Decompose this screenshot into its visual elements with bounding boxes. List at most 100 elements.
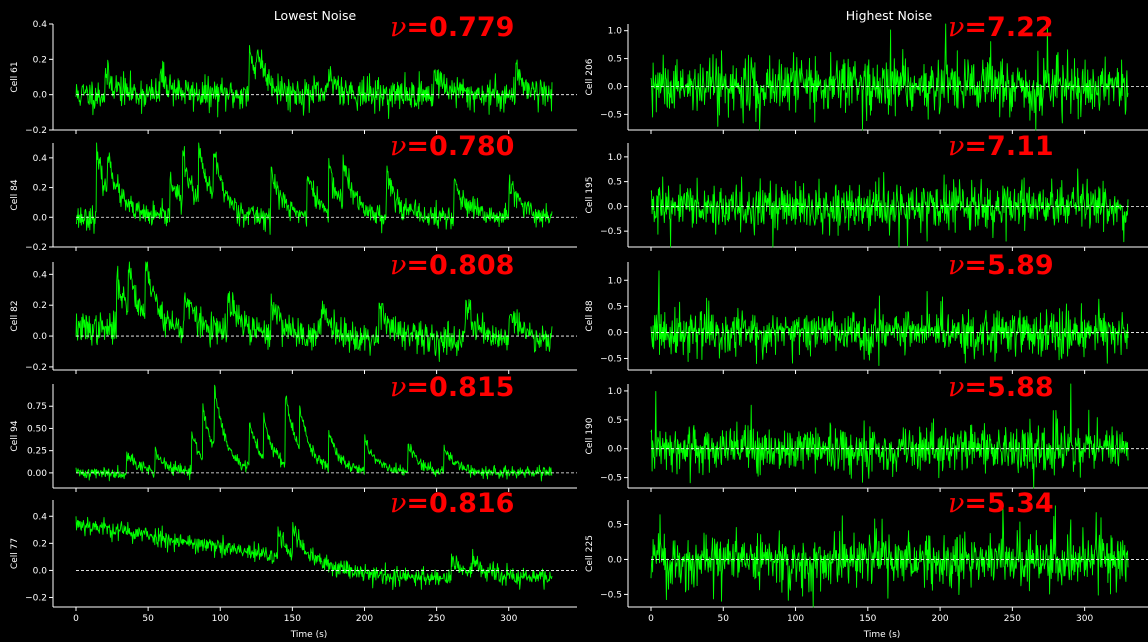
trace-line bbox=[75, 261, 553, 362]
column-lowest-noise: Lowest Noise −0.2 0.0 0.2 0.4 Cell 61 ν=0.779 −… bbox=[10, 8, 577, 640]
y-tick-label: −0.5 bbox=[600, 355, 622, 365]
y-axis-label: Cell 225 bbox=[585, 535, 595, 572]
y-tick-label: 0.0 bbox=[33, 91, 48, 101]
nu-symbol: ν bbox=[948, 488, 964, 519]
x-tick-label: 250 bbox=[1004, 614, 1021, 624]
y-tick-label: 0.0 bbox=[33, 566, 48, 576]
x-tick-label: 200 bbox=[356, 614, 373, 624]
nu-value: =0.780 bbox=[406, 131, 514, 162]
noise-value-label: ν=7.11 bbox=[948, 131, 1054, 162]
y-tick-label: 0.0 bbox=[608, 555, 623, 565]
x-tick-label: 300 bbox=[500, 614, 517, 624]
y-tick-label: 0.0 bbox=[33, 213, 48, 223]
y-tick-label: 0.5 bbox=[608, 520, 622, 530]
y-tick-label: 0.0 bbox=[608, 82, 623, 92]
trace-line bbox=[650, 270, 1129, 366]
noise-value-label: ν=0.816 bbox=[390, 488, 514, 519]
trace-line bbox=[75, 44, 553, 119]
y-tick-label: 0.50 bbox=[27, 424, 47, 434]
nu-symbol: ν bbox=[948, 12, 964, 43]
y-tick-label: 1.0 bbox=[608, 153, 623, 163]
noise-value-label: ν=5.89 bbox=[948, 250, 1054, 281]
nu-value: =0.816 bbox=[406, 488, 514, 519]
panel-cell-195: −0.5 0.0 0.5 1.0 Cell 195 ν=7.11 bbox=[585, 131, 1148, 251]
x-tick-label: 150 bbox=[859, 614, 876, 624]
nu-symbol: ν bbox=[390, 131, 406, 162]
y-tick-label: 0.2 bbox=[33, 55, 47, 65]
x-tick-label: 50 bbox=[142, 614, 154, 624]
nu-value: =5.88 bbox=[964, 372, 1053, 403]
x-tick-label: 250 bbox=[428, 614, 445, 624]
y-tick-label: −0.5 bbox=[600, 110, 622, 120]
x-tick-label: 300 bbox=[1076, 614, 1093, 624]
x-tick-label: 0 bbox=[73, 614, 79, 624]
y-tick-label: 1.0 bbox=[608, 27, 623, 37]
y-tick-label: 0.4 bbox=[33, 154, 48, 164]
x-axis-label: Time (s) bbox=[863, 630, 901, 640]
trace-line bbox=[75, 384, 553, 482]
noise-value-label: ν=0.815 bbox=[390, 372, 514, 403]
trace-line bbox=[75, 142, 553, 235]
y-axis-label: Cell 195 bbox=[585, 177, 595, 214]
trace-line bbox=[75, 516, 553, 591]
nu-value: =5.89 bbox=[964, 250, 1053, 281]
noise-value-label: ν=7.22 bbox=[948, 12, 1054, 43]
x-tick-label: 200 bbox=[931, 614, 948, 624]
nu-value: =0.815 bbox=[406, 372, 514, 403]
nu-symbol: ν bbox=[948, 372, 964, 403]
trace-line bbox=[650, 23, 1129, 131]
nu-value: =7.22 bbox=[964, 12, 1053, 43]
y-axis-label: Cell 77 bbox=[10, 538, 20, 569]
plot-root: Lowest Noise −0.2 0.0 0.2 0.4 Cell 61 ν=0.779 −… bbox=[10, 8, 1148, 640]
panel-cell-225: −0.5 0.0 0.5 0 50 100 150 200 250 300 Cell 225 ν=5.… bbox=[585, 488, 1148, 624]
panel-cell-94: 0.00 0.25 0.50 0.75 Cell 94 ν=0.815 bbox=[10, 372, 577, 492]
y-tick-label: 0.75 bbox=[27, 402, 47, 412]
y-tick-label: 0.0 bbox=[33, 332, 48, 342]
y-tick-label: 0.4 bbox=[33, 270, 48, 280]
x-axis-label: Time (s) bbox=[290, 630, 328, 640]
trace-line bbox=[650, 383, 1129, 489]
y-tick-label: 1.0 bbox=[608, 276, 623, 286]
x-tick-label: 100 bbox=[212, 614, 229, 624]
y-tick-label: −0.5 bbox=[600, 590, 622, 600]
panel-cell-84: −0.2 0.0 0.2 0.4 Cell 84 ν=0.780 bbox=[10, 131, 577, 253]
trace-line bbox=[650, 505, 1129, 608]
panel-cell-206: −0.5 0.0 0.5 1.0 Cell 206 ν=7.22 bbox=[585, 12, 1148, 134]
y-tick-label: −0.2 bbox=[25, 363, 47, 373]
noise-value-label: ν=0.808 bbox=[390, 250, 514, 281]
column-title: Highest Noise bbox=[846, 8, 933, 23]
nu-symbol: ν bbox=[390, 250, 406, 281]
x-tick-label: 100 bbox=[787, 614, 804, 624]
nu-symbol: ν bbox=[948, 131, 964, 162]
y-tick-label: 0.2 bbox=[33, 539, 47, 549]
y-tick-label: 1.0 bbox=[608, 387, 623, 397]
nu-value: =7.11 bbox=[964, 131, 1053, 162]
y-axis-label: Cell 190 bbox=[585, 417, 595, 454]
panel-cell-77: −0.2 0.0 0.2 0.4 0 50 100 150 200 250 300 Cell 77 ν=… bbox=[10, 488, 577, 624]
panel-cell-88: −0.5 0.0 0.5 1.0 Cell 88 ν=5.89 bbox=[585, 250, 1148, 374]
x-tick-label: 150 bbox=[284, 614, 301, 624]
panel-cell-61: −0.2 0.0 0.2 0.4 Cell 61 ν=0.779 bbox=[10, 12, 577, 136]
y-tick-label: 0.25 bbox=[27, 447, 47, 457]
y-tick-label: −0.2 bbox=[25, 243, 47, 253]
y-axis-label: Cell 82 bbox=[10, 300, 20, 331]
y-tick-label: −0.5 bbox=[600, 227, 622, 237]
noise-value-label: ν=0.779 bbox=[390, 12, 514, 43]
y-axis-label: Cell 61 bbox=[10, 61, 20, 92]
column-title: Lowest Noise bbox=[274, 8, 357, 23]
nu-value: =5.34 bbox=[964, 488, 1053, 519]
y-tick-label: 0.5 bbox=[608, 416, 622, 426]
y-tick-label: 0.4 bbox=[33, 512, 48, 522]
y-tick-label: 0.5 bbox=[608, 55, 622, 65]
y-axis-label: Cell 206 bbox=[585, 58, 595, 95]
y-axis-label: Cell 84 bbox=[10, 179, 20, 210]
y-tick-label: 0.4 bbox=[33, 20, 48, 30]
nu-symbol: ν bbox=[390, 488, 406, 519]
y-tick-label: 0.0 bbox=[608, 202, 623, 212]
y-axis-label: Cell 94 bbox=[10, 420, 20, 451]
y-tick-label: −0.2 bbox=[25, 594, 47, 604]
noise-value-label: ν=5.34 bbox=[948, 488, 1054, 519]
y-tick-label: −0.5 bbox=[600, 474, 622, 484]
y-tick-label: 0.00 bbox=[27, 469, 47, 479]
